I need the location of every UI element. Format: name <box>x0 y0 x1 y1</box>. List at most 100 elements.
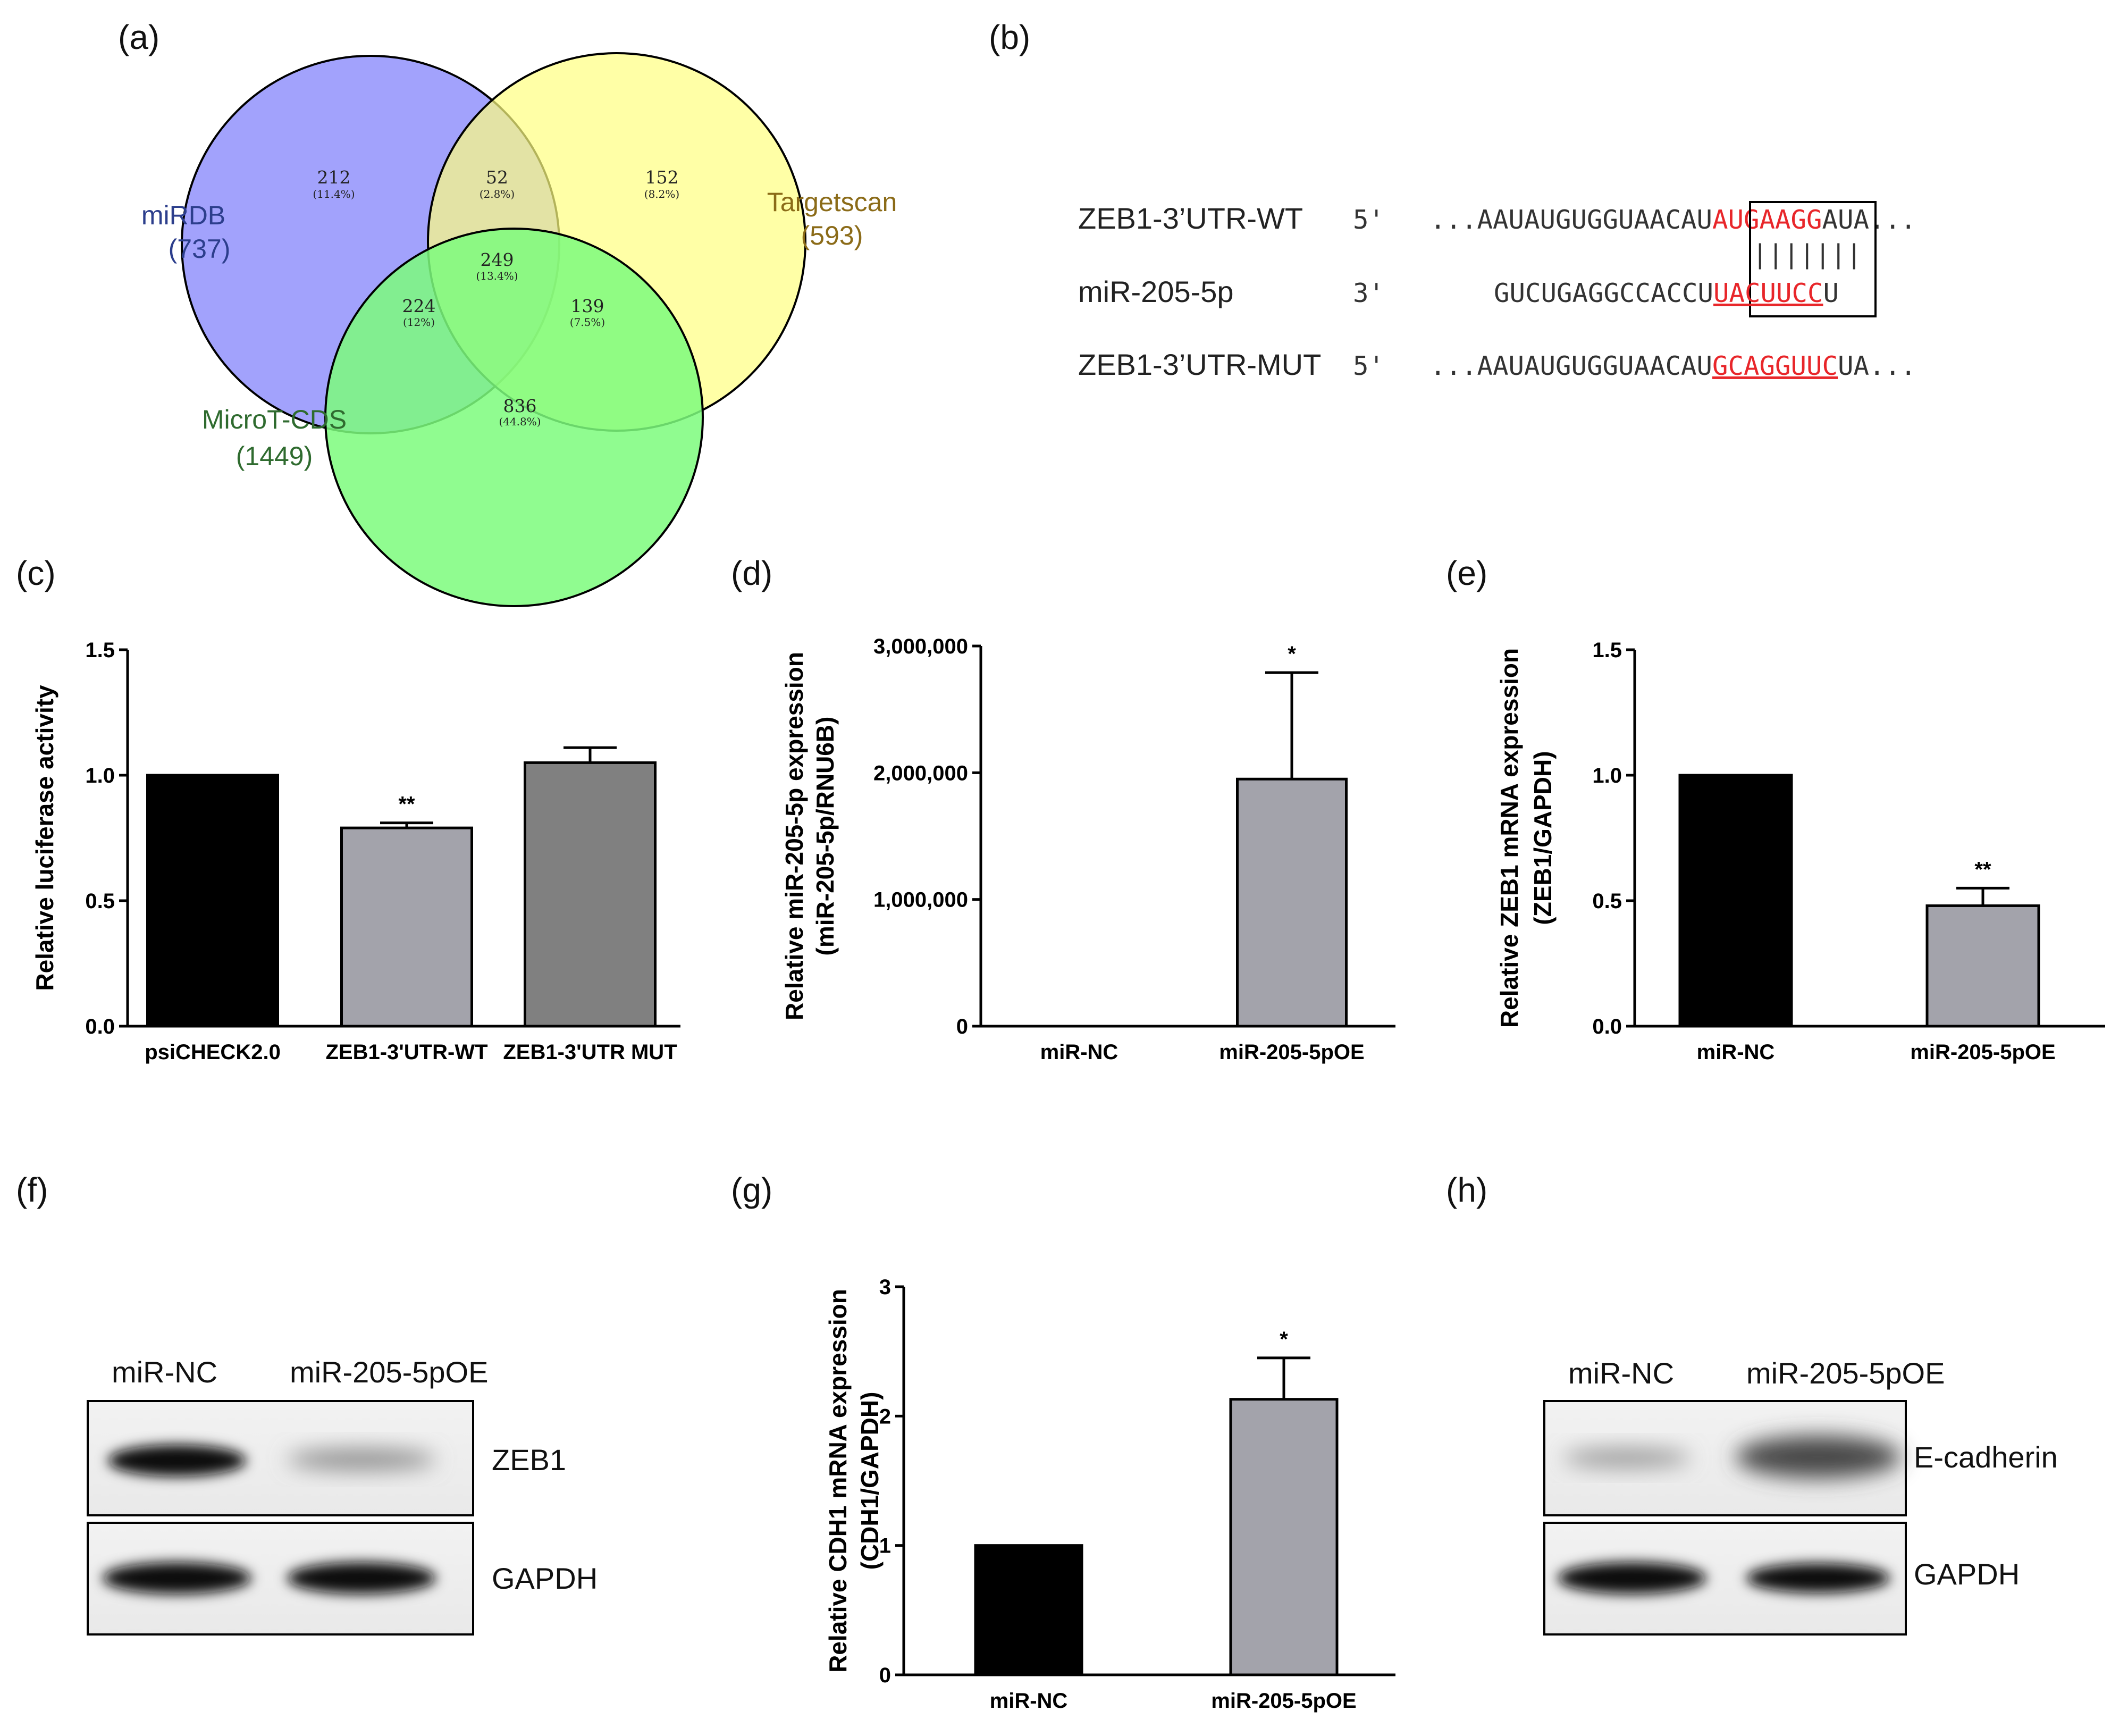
significance-marker: * <box>1288 642 1296 666</box>
x-tick-label: psiCHECK2.0 <box>145 1041 281 1064</box>
venn-region-all-three: 249 <box>481 249 514 270</box>
seed-box <box>1749 201 1877 317</box>
y-axis-label: Relative miR-205-5p expression <box>780 652 808 1020</box>
x-tick-label: miR-NC <box>1697 1041 1775 1064</box>
blot-h-band-gapdh-nc <box>1558 1562 1706 1594</box>
venn-region-mirdb-only: 212 <box>317 167 351 188</box>
wt-end: 5' <box>1353 205 1384 235</box>
blot-f-lane-2: miR-205-5pOE <box>290 1355 488 1389</box>
y-axis-sublabel: (miR-205-5p/RNU6B) <box>811 717 839 956</box>
blot-f-band-zeb1-nc <box>108 1445 246 1477</box>
blot-h-row-ecadherin: E-cadherin <box>1914 1440 2058 1474</box>
blot-h-row-gapdh: GAPDH <box>1914 1557 2020 1591</box>
mir-name: miR-205-5p <box>1078 275 1234 308</box>
venn-diagram: 212 (11.4%) 52 (2.8%) 152 (8.2%) 249 (13… <box>141 52 897 607</box>
venn-region-target-microt-pct: (7.5%) <box>570 316 605 329</box>
sequence-alignment: ZEB1-3’UTR-WT 5' ...AAUAUGUGGUAACAUAUGAA… <box>1078 201 1916 381</box>
y-tick-label: 1.0 <box>85 764 115 787</box>
bar <box>1925 904 2040 1028</box>
y-tick-label: 1.0 <box>1592 764 1622 787</box>
panel-label-g: (g) <box>731 1171 772 1209</box>
y-tick-label: 0.0 <box>85 1015 115 1038</box>
venn-region-target-only: 152 <box>645 167 679 188</box>
mut-name: ZEB1-3’UTR-MUT <box>1078 348 1321 381</box>
blot-f-lane-1: miR-NC <box>112 1355 217 1389</box>
mut-end: 5' <box>1353 351 1384 381</box>
venn-region-all-three-pct: (13.4%) <box>476 270 518 282</box>
mir-end: 3' <box>1353 278 1384 308</box>
mut-post: UA... <box>1838 351 1916 381</box>
panel-label-c: (c) <box>16 554 56 592</box>
y-axis-label: Relative ZEB1 mRNA expression <box>1495 648 1523 1028</box>
blot-h-lane-2: miR-205-5pOE <box>1746 1356 1945 1390</box>
venn-region-mirdb-target-pct: (2.8%) <box>480 188 515 200</box>
mir-post: U <box>1823 278 1839 308</box>
y-tick-label: 1 <box>879 1534 891 1558</box>
y-tick-label: 0 <box>879 1664 891 1687</box>
x-tick-label: miR-205-5pOE <box>1910 1041 2055 1064</box>
x-tick-label: miR-NC <box>990 1689 1068 1713</box>
mut-pre: ...AAUAUGUGGUAACAU <box>1430 351 1712 381</box>
panel-label-e: (e) <box>1446 554 1487 592</box>
y-axis-sublabel: (ZEB1/GAPDH) <box>1529 751 1557 925</box>
y-tick-label: 0 <box>956 1015 968 1038</box>
panel-label-a: (a) <box>118 18 159 56</box>
venn-total-targetscan: (593) <box>801 221 863 250</box>
x-tick-label: miR-205-5pOE <box>1211 1689 1356 1713</box>
wt-pre: ...AAUAUGUGGUAACAU <box>1430 205 1712 235</box>
venn-region-mirdb-target: 52 <box>486 167 508 188</box>
blot-f-band-zeb1-oe <box>287 1449 436 1470</box>
venn-label-targetscan: Targetscan <box>767 187 897 217</box>
mut-seed: GCAGGUUC <box>1712 351 1838 381</box>
blot-h-lane-1: miR-NC <box>1568 1356 1674 1390</box>
mir-sequence: GUCUGAGGCCACCUUACUUCCU <box>1494 278 1839 308</box>
significance-marker: * <box>1280 1328 1288 1351</box>
blot-f-band-gapdh-nc <box>103 1562 251 1594</box>
y-tick-label: 1,000,000 <box>873 888 968 912</box>
mir-pre: GUCUGAGGCCACCU <box>1494 278 1713 308</box>
panel-label-f: (f) <box>16 1171 48 1209</box>
bar <box>1236 777 1348 1028</box>
x-tick-label: miR-205-5pOE <box>1219 1041 1364 1064</box>
y-tick-label: 1.5 <box>85 639 115 662</box>
y-tick-label: 2,000,000 <box>873 761 968 785</box>
wt-name: ZEB1-3’UTR-WT <box>1078 202 1303 235</box>
y-tick-label: 0.5 <box>1592 890 1622 913</box>
western-blot-h: miR-NC miR-205-5pOE E-cadherin GAPDH <box>1543 1356 2058 1636</box>
western-blot-f: miR-NC miR-205-5pOE ZEB1 GAPDH <box>87 1355 598 1636</box>
pairing-bars: ||||||| <box>1752 239 1862 270</box>
bar <box>1678 774 1793 1028</box>
y-tick-label: 0.5 <box>85 890 115 913</box>
x-tick-label: ZEB1-3'UTR-WT <box>325 1041 487 1064</box>
venn-label-mirdb: miRDB <box>141 200 225 230</box>
venn-region-mirdb-microt-pct: (12%) <box>403 316 435 329</box>
chart-zeb1-mrna: 0.0 0.5 1.0 1.5 miR-NC ** miR-205-5pOE Relative… <box>1495 639 2105 1064</box>
venn-circle-microt <box>324 228 704 607</box>
mir-seed: UACUUCC <box>1713 278 1823 308</box>
y-tick-label: 3,000,000 <box>873 635 968 658</box>
y-axis-sublabel: (CDH1/GAPDH) <box>856 1392 884 1570</box>
chart-mir205-expression: 0 1,000,000 2,000,000 3,000,000 miR-NC * miR-2… <box>780 635 1395 1064</box>
venn-region-target-microt: 139 <box>571 296 604 316</box>
blot-f-row-gapdh: GAPDH <box>492 1562 598 1595</box>
y-tick-label: 3 <box>879 1276 891 1299</box>
y-axis-label: Relative luciferase activity <box>31 685 58 991</box>
significance-marker: ** <box>1974 858 1991 881</box>
mut-sequence: ...AAUAUGUGGUAACAUGCAGGUUCUA... <box>1430 351 1916 381</box>
panel-label-d: (d) <box>731 554 772 592</box>
bar <box>146 774 279 1028</box>
blot-h-band-ecad-nc <box>1563 1448 1691 1467</box>
venn-region-microt-only: 836 <box>503 396 537 416</box>
blot-h-band-gapdh-oe <box>1746 1563 1890 1593</box>
y-axis-label: Relative CDH1 mRNA expression <box>824 1289 852 1673</box>
venn-total-mirdb: (737) <box>169 234 231 264</box>
bar <box>340 826 473 1028</box>
bar <box>974 1544 1083 1676</box>
panel-label-h: (h) <box>1446 1171 1487 1209</box>
y-tick-label: 0.0 <box>1592 1015 1622 1038</box>
venn-region-mirdb-microt: 224 <box>402 296 436 316</box>
y-tick-label: 1.5 <box>1592 639 1622 662</box>
x-tick-label: miR-NC <box>1040 1041 1118 1064</box>
venn-total-microt: (1449) <box>236 441 313 471</box>
